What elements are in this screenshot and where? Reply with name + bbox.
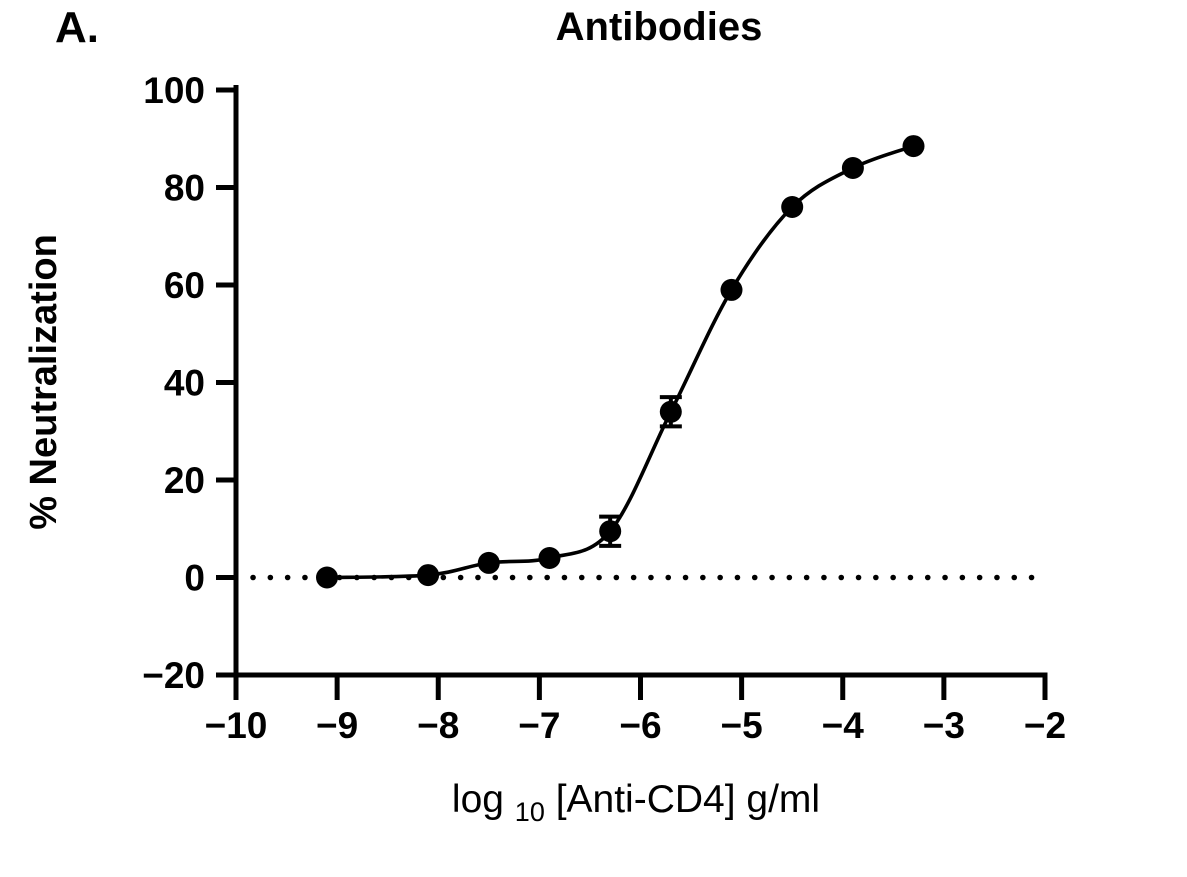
data-point bbox=[599, 520, 622, 543]
y-tick-label: 40 bbox=[164, 363, 205, 404]
x-title-suffix: [Anti-CD4] g/ml bbox=[556, 778, 820, 821]
chart-title: Antibodies bbox=[556, 5, 763, 49]
panel-label: A. bbox=[55, 3, 99, 52]
y-tick-label: 0 bbox=[184, 558, 205, 599]
data-point bbox=[659, 400, 682, 423]
data-point bbox=[538, 547, 561, 569]
data-point bbox=[316, 566, 338, 589]
x-tick-label: −2 bbox=[1024, 705, 1066, 746]
fit-curve bbox=[326, 144, 915, 580]
y-tick-label: 20 bbox=[164, 460, 205, 501]
x-tick-label: −10 bbox=[205, 705, 268, 746]
y-tick-label: −20 bbox=[142, 655, 205, 696]
y-tick-label: 60 bbox=[164, 265, 205, 306]
x-title-prefix: log bbox=[452, 778, 504, 821]
x-axis-title: log 10 [Anti-CD4] g/ml bbox=[452, 778, 820, 830]
x-tick-label: −3 bbox=[923, 705, 965, 746]
x-tick-label: −6 bbox=[619, 705, 661, 746]
y-tick-label: 80 bbox=[164, 168, 205, 209]
data-point bbox=[841, 157, 864, 179]
data-point bbox=[720, 278, 743, 301]
plot-layer: −10 −9 −8 −7 −6 −5 −4 −3 −2 −20 0 20 40 60 80 100 bbox=[142, 70, 1066, 746]
x-tick-label: −7 bbox=[518, 705, 560, 746]
x-tick-label: −9 bbox=[316, 705, 358, 746]
data-point bbox=[902, 135, 925, 158]
x-title-subscript: 10 bbox=[515, 797, 545, 827]
data-point bbox=[417, 564, 440, 587]
data-point bbox=[781, 196, 804, 218]
x-tick-label: −5 bbox=[721, 705, 763, 746]
x-tick-label: −4 bbox=[822, 705, 865, 746]
x-tick-label: −8 bbox=[417, 705, 459, 746]
data-point bbox=[477, 551, 500, 574]
y-tick-label: 100 bbox=[143, 70, 205, 111]
y-axis-title: % Neutralization bbox=[23, 234, 65, 530]
